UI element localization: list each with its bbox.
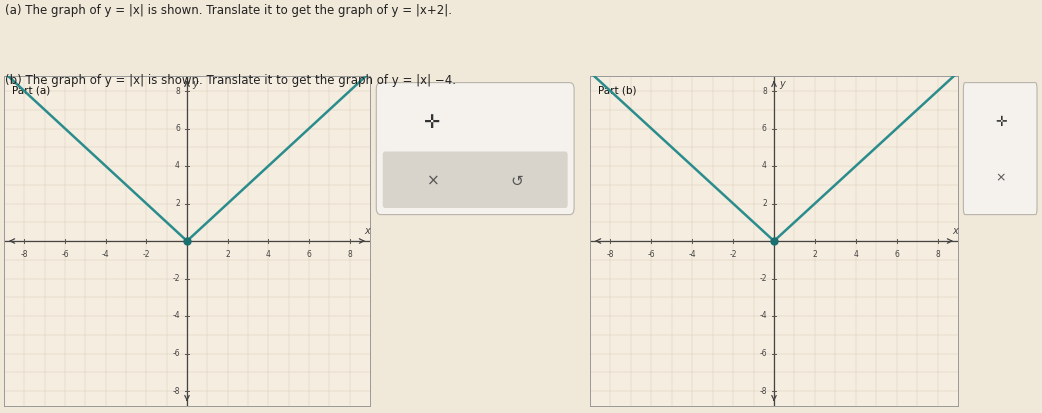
Text: 2: 2 (762, 199, 767, 208)
Text: 6: 6 (306, 250, 312, 259)
Text: -8: -8 (606, 250, 614, 259)
Text: -2: -2 (729, 250, 737, 259)
Text: -4: -4 (760, 311, 767, 320)
Text: (a) The graph of y = |x| is shown. Translate it to get the graph of y = |x+2|.: (a) The graph of y = |x| is shown. Trans… (5, 4, 452, 17)
Text: 6: 6 (894, 250, 899, 259)
Text: 8: 8 (762, 86, 767, 95)
Text: Part (a): Part (a) (13, 85, 50, 95)
Text: -8: -8 (21, 250, 28, 259)
Text: -2: -2 (143, 250, 150, 259)
Text: -6: -6 (61, 250, 69, 259)
Text: ↺: ↺ (511, 174, 523, 189)
Text: 4: 4 (266, 250, 271, 259)
Text: ✛: ✛ (995, 116, 1007, 129)
Text: 4: 4 (175, 161, 180, 171)
Text: ×: × (996, 172, 1007, 185)
Text: 6: 6 (762, 124, 767, 133)
Text: 4: 4 (853, 250, 859, 259)
Text: x: x (364, 226, 370, 236)
Text: 8: 8 (175, 86, 180, 95)
Text: -6: -6 (647, 250, 655, 259)
Text: ✛: ✛ (423, 113, 440, 132)
Text: -4: -4 (102, 250, 109, 259)
Text: 8: 8 (347, 250, 352, 259)
Text: y: y (779, 79, 785, 89)
Text: (b) The graph of y = |x| is shown. Translate it to get the graph of y = |x| −4.: (b) The graph of y = |x| is shown. Trans… (5, 74, 456, 87)
Text: ×: × (427, 174, 440, 189)
Text: -2: -2 (172, 274, 180, 283)
Text: 6: 6 (175, 124, 180, 133)
Text: -4: -4 (689, 250, 696, 259)
FancyBboxPatch shape (376, 83, 574, 215)
Text: -6: -6 (760, 349, 767, 358)
Text: 2: 2 (225, 250, 230, 259)
Text: 4: 4 (762, 161, 767, 171)
Text: x: x (951, 226, 958, 236)
Text: -8: -8 (172, 387, 180, 396)
Text: 2: 2 (175, 199, 180, 208)
FancyBboxPatch shape (964, 83, 1037, 215)
Text: -6: -6 (172, 349, 180, 358)
Text: 8: 8 (935, 250, 940, 259)
FancyBboxPatch shape (382, 152, 568, 208)
Text: -8: -8 (760, 387, 767, 396)
Text: -2: -2 (760, 274, 767, 283)
Text: 2: 2 (813, 250, 817, 259)
Text: -4: -4 (172, 311, 180, 320)
Text: Part (b): Part (b) (598, 85, 637, 95)
Text: y: y (192, 79, 198, 89)
